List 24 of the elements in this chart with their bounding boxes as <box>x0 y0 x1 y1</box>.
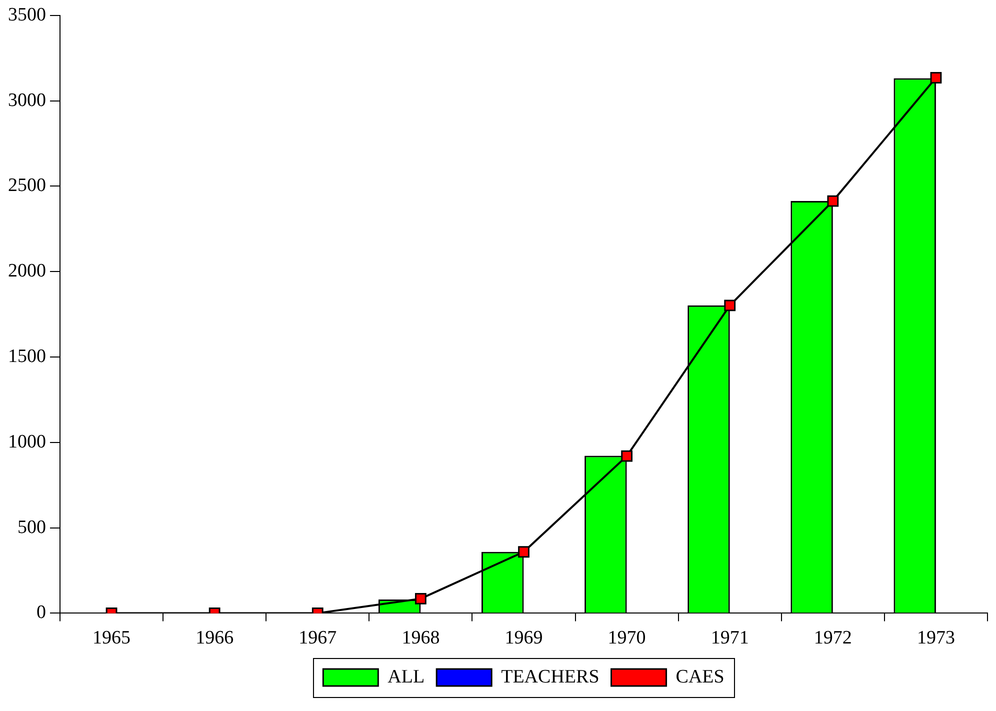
y-tick-label: 3000 <box>8 90 46 111</box>
x-tick-label: 1970 <box>608 628 646 649</box>
legend-label: ALL <box>388 666 425 688</box>
y-tick-label: 2000 <box>8 260 46 282</box>
x-tick-label: 1967 <box>298 628 337 649</box>
point <box>621 450 633 462</box>
y-tick-label: 1000 <box>8 431 46 452</box>
x-tick-label: 1966 <box>196 628 234 649</box>
y-tick-label: 0 <box>36 602 46 624</box>
point <box>724 300 736 312</box>
x-tick-label: 1969 <box>504 628 543 649</box>
x-tick-label: 1968 <box>402 628 440 649</box>
y-tick-label: 1500 <box>8 346 46 367</box>
point <box>930 72 942 84</box>
y-tick-label: 2500 <box>8 175 46 196</box>
x-tick-label: 1965 <box>92 628 131 649</box>
y-tick-label: 3500 <box>8 4 46 26</box>
y-tick-label: 500 <box>18 516 46 538</box>
legend-label: CAES <box>676 666 724 688</box>
point <box>827 195 839 207</box>
x-tick-label: 1973 <box>916 628 955 649</box>
legend-label: TEACHERS <box>501 666 600 688</box>
x-tick-label: 1972 <box>814 628 852 649</box>
x-tick-label: 1971 <box>710 628 749 649</box>
